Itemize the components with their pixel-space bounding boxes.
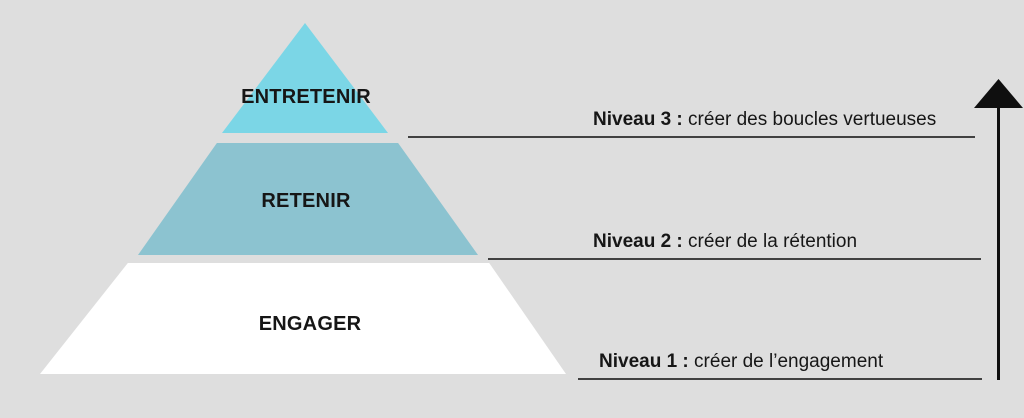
pyramid-label-retenir: RETENIR: [261, 190, 351, 212]
up-arrow-shaft: [997, 100, 1000, 380]
annotation-underline-niveau-2: [488, 258, 981, 260]
annotation-niveau-2: Niveau 2 : créer de la rétention: [593, 231, 857, 253]
pyramid-label-entretenir: ENTRETENIR: [241, 86, 371, 108]
annotation-niveau-3-prefix: Niveau 3 :: [593, 109, 689, 130]
annotation-niveau-1-prefix: Niveau 1 :: [599, 351, 695, 372]
annotation-niveau-1-text: créer de l’engagement: [694, 351, 884, 372]
up-arrow-head-icon: [974, 79, 1023, 108]
pyramid-level-engager-shape: [40, 263, 566, 374]
annotation-underline-niveau-1: [578, 378, 982, 380]
annotation-niveau-2-prefix: Niveau 2 :: [593, 231, 689, 252]
annotation-underline-niveau-3: [408, 136, 975, 138]
annotation-niveau-3-text: créer des boucles vertueuses: [688, 109, 937, 130]
annotation-niveau-1: Niveau 1 : créer de l’engagement: [599, 351, 883, 373]
pyramid-label-engager: ENGAGER: [258, 313, 362, 335]
pyramid-level-entretenir-shape: [222, 23, 388, 133]
annotation-niveau-2-text: créer de la rétention: [688, 231, 858, 252]
annotation-niveau-3: Niveau 3 : créer des boucles vertueuses: [593, 109, 936, 131]
